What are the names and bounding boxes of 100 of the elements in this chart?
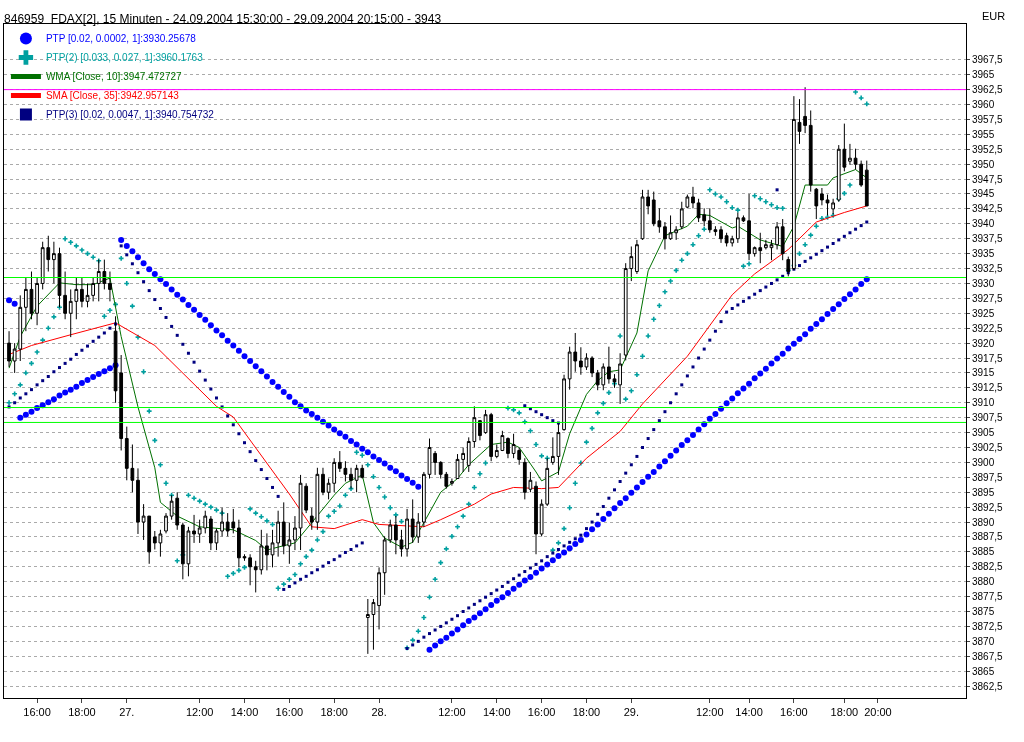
candlestick: [405, 508, 409, 558]
y-tick-label: 3927,5: [972, 292, 1004, 304]
candlestick: [321, 467, 325, 496]
candlestick: [534, 480, 538, 555]
point: [540, 413, 544, 417]
y-tick-label: 3887,5: [972, 531, 1004, 543]
y-tick-label: 3930: [972, 277, 995, 289]
x-tick-label: 12:00: [185, 706, 214, 719]
x-tick-label: 16:00: [275, 706, 304, 719]
candlestick: [590, 355, 594, 378]
candlestick: [80, 277, 84, 308]
legend-label: SMA [Close, 35]:3942.957143: [45, 90, 180, 102]
y-tick-label: 3867,5: [972, 650, 1004, 662]
y-tick-label: 3957,5: [972, 113, 1004, 125]
y-tick-label: 3862,5: [972, 680, 1004, 692]
y-tick-label: 3965: [972, 69, 995, 81]
y-tick-label: 3937,5: [972, 233, 1004, 245]
candlestick: [864, 160, 869, 207]
x-tick-label: 12:00: [696, 706, 724, 719]
y-tick-label: 3865: [972, 665, 995, 677]
y-tick-label: 3967,5: [972, 54, 1004, 66]
candlestick: [775, 221, 779, 250]
y-tick-label: 3897,5: [972, 471, 1004, 483]
y-tick-label: 3947,5: [972, 173, 1004, 185]
point: [775, 188, 779, 192]
y-tick-label: 3907,5: [972, 412, 1004, 424]
candlestick: [747, 193, 751, 261]
y-tick-label: 3912,5: [972, 382, 1004, 394]
candlestick: [814, 187, 819, 220]
legend-label: WMA [Close, 10]:3947.472727: [45, 71, 182, 83]
x-tick-label: 14:00: [230, 706, 259, 719]
legend-label: PTP [0.02, 0.0002, 1]:3930.25678: [45, 33, 197, 45]
candlestick: [506, 436, 510, 459]
candlestick: [808, 109, 813, 193]
candlestick: [35, 277, 39, 326]
y-tick-label: 3952,5: [972, 143, 1004, 155]
y-tick-label: 3890: [972, 516, 995, 528]
point: [551, 419, 555, 423]
candlestick: [265, 532, 269, 571]
y-tick-label: 3940: [972, 218, 995, 230]
candlestick: [691, 186, 695, 209]
y-tick-label: 3920: [972, 337, 995, 349]
candlestick: [562, 374, 566, 432]
y-tick-label: 3875: [972, 606, 995, 618]
y-tick-label: 3880: [972, 576, 995, 588]
y-tick-label: 3882,5: [972, 561, 1004, 573]
x-tick-label: 14:00: [735, 706, 763, 719]
x-tick-label: 12:00: [438, 706, 466, 719]
y-tick-label: 3892,5: [972, 501, 1004, 513]
candlestick: [679, 201, 684, 230]
candlestick: [719, 225, 723, 244]
y-tick-label: 3942,5: [972, 203, 1004, 215]
point: [534, 410, 538, 414]
y-tick-label: 3945: [972, 188, 995, 200]
candlestick: [780, 218, 785, 261]
candlestick: [293, 515, 297, 551]
y-tick-label: 3935: [972, 248, 995, 260]
candlestick: [635, 239, 639, 275]
x-tick-label: 18:00: [830, 706, 859, 719]
x-tick-label: 29.: [623, 706, 639, 719]
candlestick: [7, 330, 11, 368]
candlestick: [136, 467, 140, 535]
chart-title: 846959 FDAX[2], 15 Minuten - 24.09.2004 15:30:00 - 29.09.2004 20:15:00 - 3943: [4, 12, 442, 27]
x-tick-label: 14:00: [483, 706, 511, 719]
y-tick-label: 3950: [972, 158, 995, 170]
y-tick-label: 3955: [972, 128, 995, 140]
x-tick-label: 27.: [119, 706, 135, 719]
y-tick-label: 3922,5: [972, 322, 1004, 334]
point: [523, 404, 527, 408]
legend-label: PTP(3) [0.02, 0.0047, 1]:3940.754732: [45, 109, 215, 121]
candlestick: [377, 566, 381, 630]
candlestick: [478, 419, 482, 441]
y-tick-label: 3900: [972, 456, 995, 468]
x-tick-label: 20:00: [864, 706, 892, 719]
y-tick-label: 3877,5: [972, 591, 1004, 603]
y-tick-label: 3872,5: [972, 620, 1004, 632]
candlestick: [164, 512, 168, 534]
y-tick-label: 3895: [972, 486, 995, 498]
candlestick: [450, 478, 454, 487]
x-tick-label: 18:00: [320, 706, 348, 719]
candlestick: [663, 221, 667, 250]
x-tick-label: 16:00: [780, 706, 808, 719]
y-tick-label: 3962,5: [972, 84, 1004, 96]
point: [545, 416, 549, 420]
candlestick: [848, 143, 852, 166]
y-tick-label: 3902,5: [972, 441, 1004, 453]
x-tick-label: 16:00: [527, 706, 556, 719]
candlestick: [685, 194, 690, 209]
y-tick-label: 3905: [972, 427, 995, 439]
candlestick: [192, 514, 196, 544]
y-tick-label: 3910: [972, 397, 995, 409]
y-tick-label: 3885: [972, 546, 995, 558]
y-axis-title: EUR: [982, 10, 1006, 22]
y-tick-label: 3917,5: [972, 352, 1004, 364]
x-tick-label: 16:00: [23, 706, 51, 719]
x-tick-label: 28.: [371, 706, 387, 719]
y-tick-label: 3870: [972, 635, 995, 647]
candlestick: [820, 187, 824, 206]
y-tick-label: 3925: [972, 307, 995, 319]
y-tick-label: 3960: [972, 99, 995, 111]
